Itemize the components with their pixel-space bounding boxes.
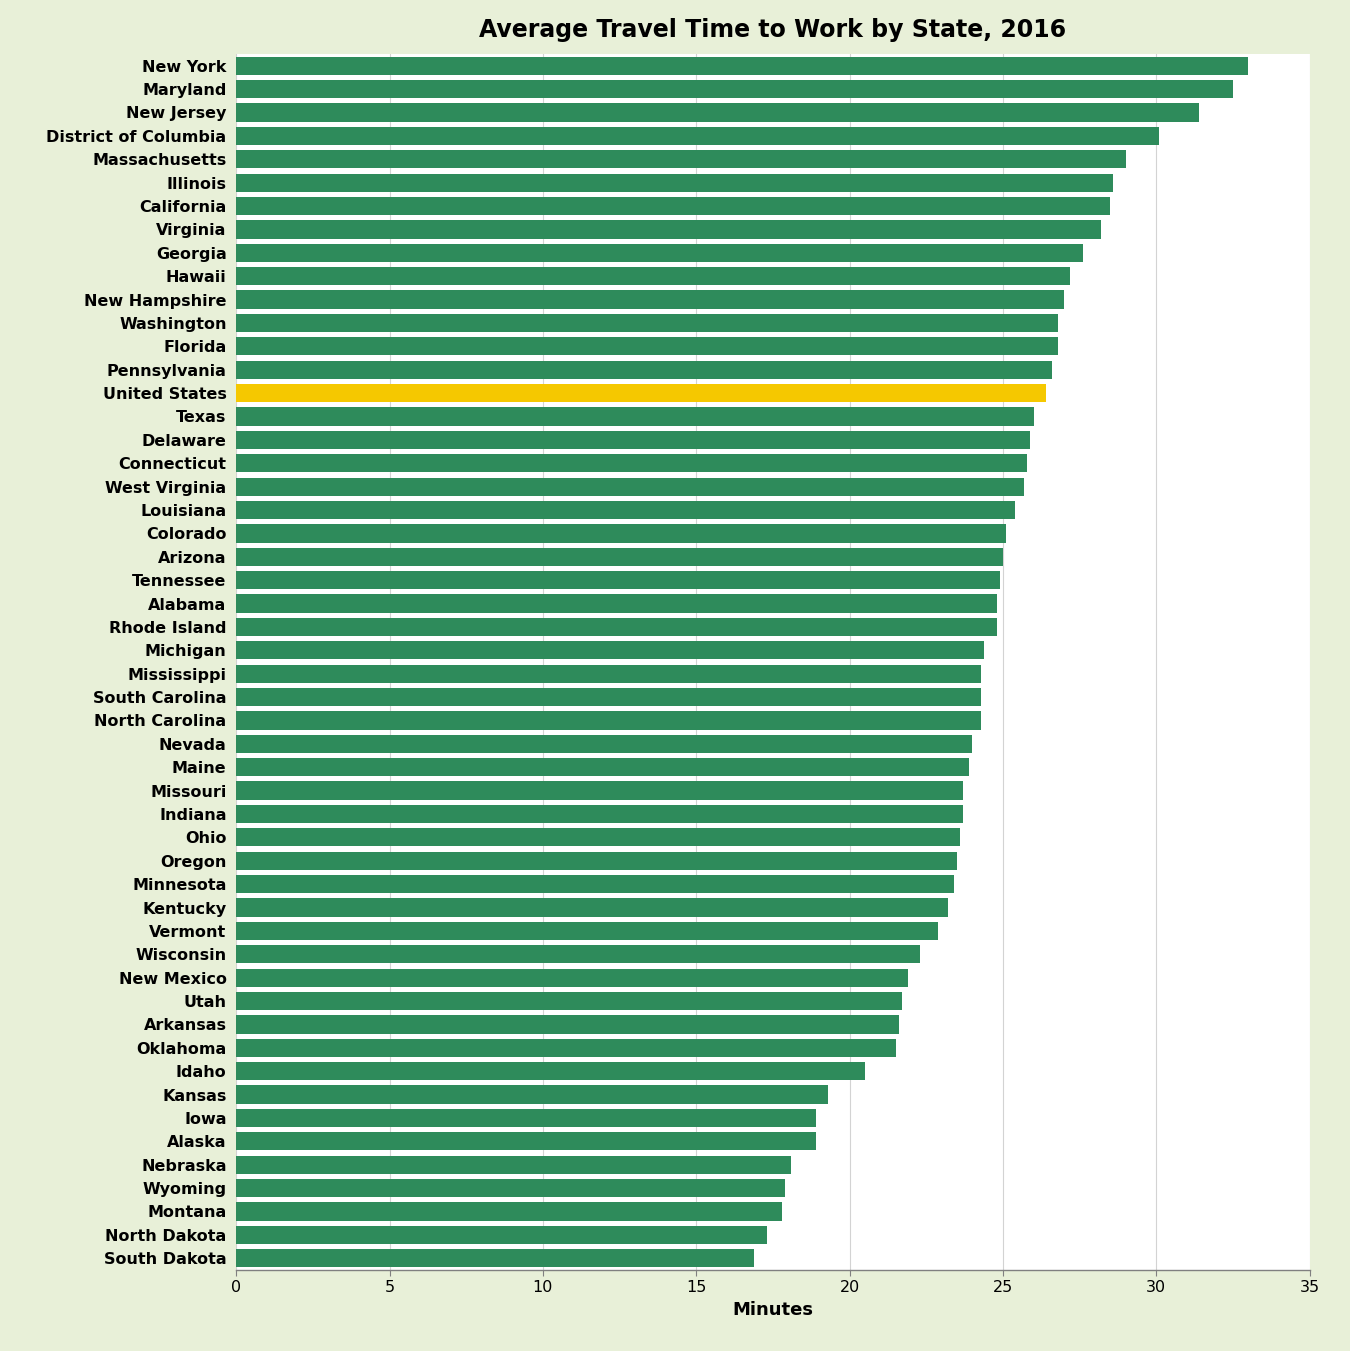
Bar xyxy=(236,1132,815,1151)
Bar xyxy=(236,127,1160,145)
Bar xyxy=(236,805,963,823)
Bar xyxy=(236,361,1052,378)
Bar xyxy=(236,688,981,707)
Bar xyxy=(236,1016,899,1034)
Bar xyxy=(236,454,1027,473)
Bar xyxy=(236,1202,782,1220)
Bar xyxy=(236,408,1034,426)
Bar xyxy=(236,969,907,986)
Bar xyxy=(236,992,902,1011)
Bar xyxy=(236,384,1046,403)
Title: Average Travel Time to Work by State, 2016: Average Travel Time to Work by State, 20… xyxy=(479,19,1066,42)
Bar xyxy=(236,875,954,893)
Bar xyxy=(236,547,1003,566)
Bar xyxy=(236,617,996,636)
Bar xyxy=(236,104,1199,122)
Bar xyxy=(236,828,960,847)
Bar xyxy=(236,338,1058,355)
Bar xyxy=(236,1250,755,1267)
Bar xyxy=(236,1155,791,1174)
Bar xyxy=(236,57,1249,74)
Bar xyxy=(236,80,1233,99)
Bar xyxy=(236,267,1071,285)
Bar xyxy=(236,898,948,916)
Bar xyxy=(236,851,957,870)
Bar xyxy=(236,1062,865,1081)
Bar xyxy=(236,921,938,940)
Bar xyxy=(236,1039,895,1056)
Bar xyxy=(236,243,1083,262)
Bar xyxy=(236,594,996,612)
Bar xyxy=(236,946,921,963)
Bar xyxy=(236,477,1025,496)
Bar xyxy=(236,1179,786,1197)
Bar xyxy=(236,781,963,800)
Bar xyxy=(236,642,984,659)
Bar xyxy=(236,735,972,753)
Bar xyxy=(236,712,981,730)
Bar xyxy=(236,758,969,777)
Bar xyxy=(236,1085,828,1104)
Bar xyxy=(236,665,981,682)
Bar xyxy=(236,173,1114,192)
Bar xyxy=(236,150,1126,169)
Bar xyxy=(236,571,1000,589)
Bar xyxy=(236,290,1064,308)
Bar xyxy=(236,1225,767,1244)
X-axis label: Minutes: Minutes xyxy=(732,1301,813,1319)
Bar xyxy=(236,1109,815,1127)
Bar xyxy=(236,220,1102,239)
Bar xyxy=(236,501,1015,519)
Bar xyxy=(236,313,1058,332)
Bar xyxy=(236,431,1030,449)
Bar xyxy=(236,197,1110,215)
Bar xyxy=(236,524,1006,543)
